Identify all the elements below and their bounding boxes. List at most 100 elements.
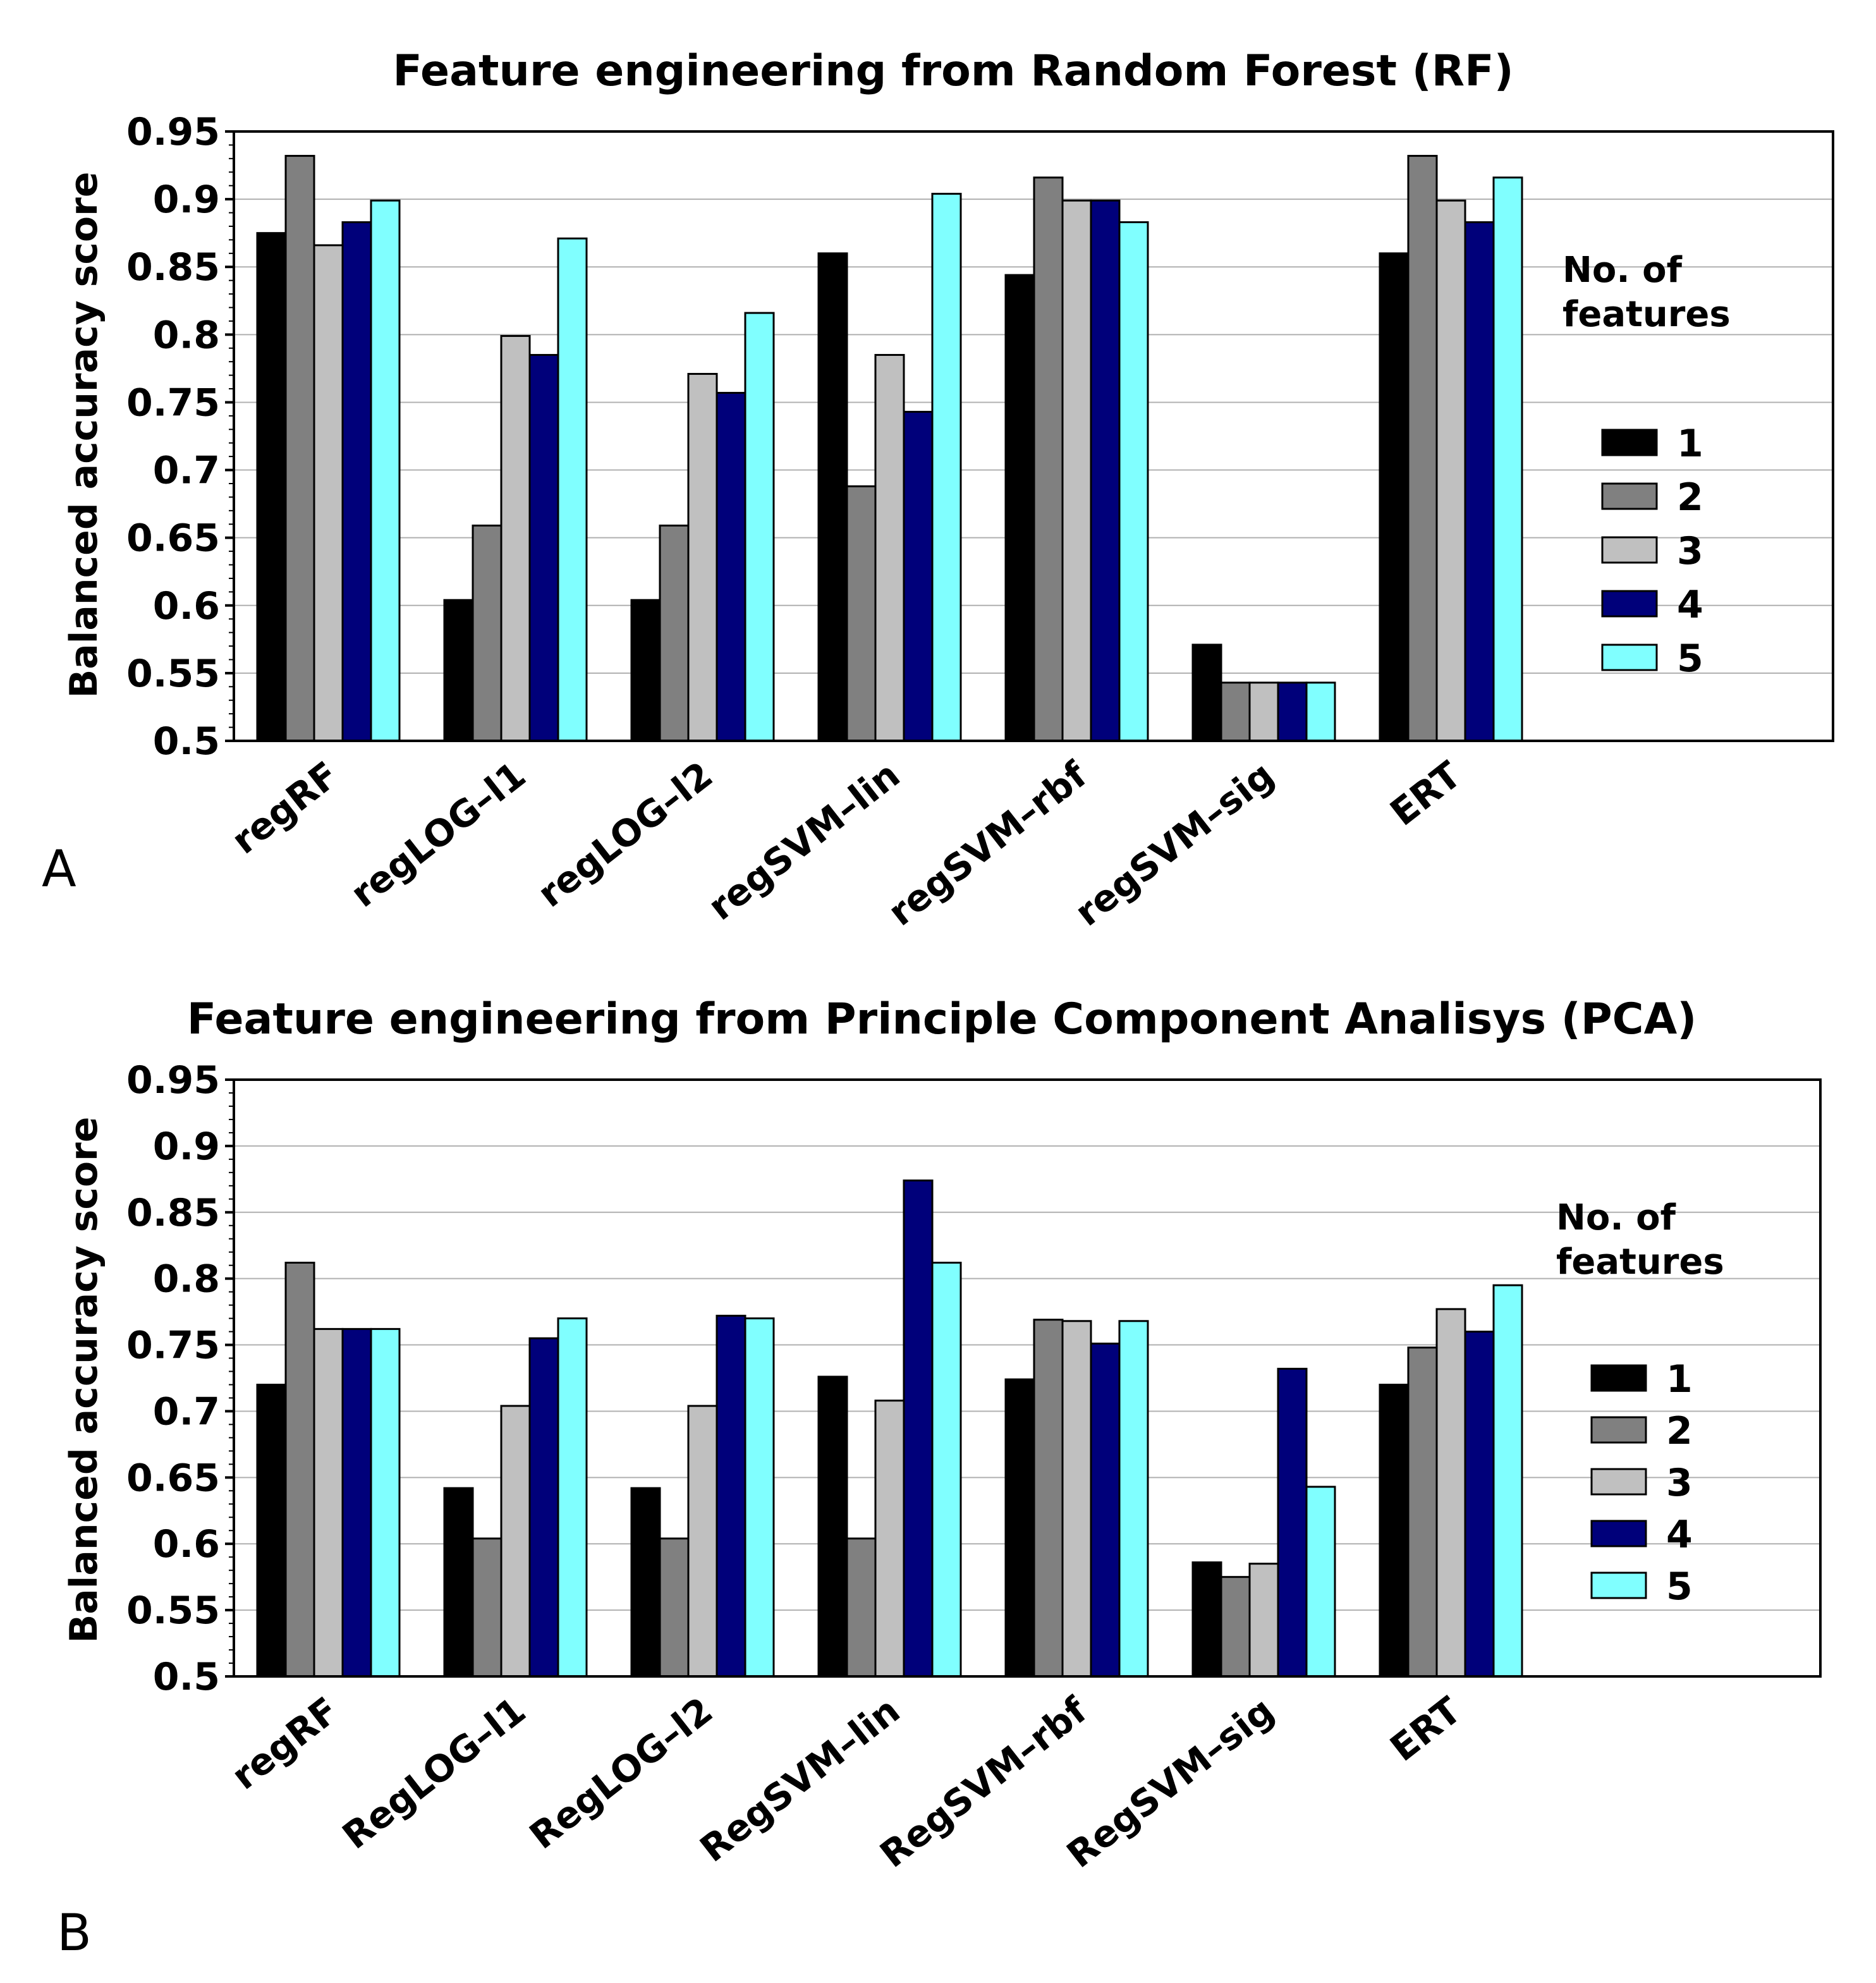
bar (1191, 644, 1222, 742)
bar (744, 312, 775, 742)
bar (472, 524, 502, 742)
bar (903, 410, 934, 742)
bar (716, 1314, 746, 1678)
bar (1033, 1319, 1064, 1678)
y-tick-label: 0.7 (153, 1389, 220, 1434)
bar (846, 485, 877, 742)
bar (1407, 155, 1438, 742)
x-tick-label: regRF (224, 1688, 347, 1798)
bar (1464, 1331, 1495, 1678)
bar (1220, 1576, 1251, 1678)
bar (1435, 1308, 1466, 1678)
y-tick-label: 0.6 (153, 1522, 220, 1566)
legend-swatch (1590, 1468, 1647, 1496)
y-tick-label: 0.9 (153, 178, 220, 222)
plot-area (233, 1078, 1822, 1678)
legend-title: features (1556, 1242, 1724, 1283)
bar (370, 199, 401, 742)
bar (630, 599, 661, 742)
y-tick-label: 0.65 (126, 516, 220, 561)
y-tick-label: 0.75 (126, 1324, 220, 1368)
y-tick-label: 0.5 (153, 719, 220, 764)
bar (443, 1487, 474, 1678)
y-tick-label: 0.6 (153, 584, 220, 628)
bar (1277, 1367, 1308, 1678)
bar (1118, 1320, 1149, 1678)
bar (1004, 274, 1035, 742)
legend-label: 1 (1677, 422, 1703, 466)
x-tick-label: regLOG–l2 (530, 753, 721, 915)
bar (1061, 199, 1092, 742)
x-tick-label: regRF (224, 753, 347, 862)
bar (256, 1383, 287, 1678)
bar (1464, 221, 1495, 742)
bar (1277, 681, 1308, 742)
y-tick-label: 0.8 (153, 1257, 220, 1302)
bar (1004, 1378, 1035, 1678)
y-axis-label: Balanced accuracy score (62, 172, 106, 699)
panel-label: B (57, 1903, 92, 1962)
y-tick-label: 0.85 (126, 1191, 220, 1235)
legend-swatch (1601, 590, 1658, 618)
chart-title: Feature engineering from Principle Compo… (187, 994, 1697, 1044)
legend-swatch (1601, 482, 1658, 510)
bar (528, 353, 559, 742)
legend-label: 3 (1677, 529, 1703, 573)
bar (1492, 176, 1523, 742)
bar (630, 1487, 661, 1678)
legend-swatch (1590, 1520, 1647, 1547)
plot-area (233, 130, 1834, 742)
bar (1248, 681, 1279, 742)
legend-label: 2 (1677, 475, 1703, 520)
bar (903, 1179, 934, 1678)
bar (256, 232, 287, 742)
y-axis-label: Balanced accuracy score (62, 1117, 106, 1644)
bar (443, 599, 474, 742)
x-tick-label: RegSVM–rbf (872, 1688, 1095, 1876)
y-tick-label: 0.7 (153, 449, 220, 493)
legend-swatch (1601, 644, 1658, 671)
legend-title: features (1562, 294, 1731, 335)
y-tick-label: 0.8 (153, 313, 220, 357)
x-tick-label: RegSVM–sig (1059, 1688, 1282, 1876)
legend-label: 5 (1677, 637, 1703, 681)
bar (370, 1327, 401, 1678)
bar (931, 1261, 962, 1678)
bar (284, 155, 315, 742)
bar (817, 252, 848, 742)
bar (846, 1537, 877, 1678)
bar (659, 1537, 690, 1678)
bar (1090, 1342, 1121, 1678)
legend-swatch (1590, 1364, 1647, 1392)
bar (1435, 199, 1466, 742)
x-tick-label: regSVM–sig (1067, 753, 1282, 934)
bar (1407, 1346, 1438, 1678)
bar (341, 221, 372, 742)
legend-label: 3 (1666, 1461, 1693, 1505)
bar (1033, 176, 1064, 742)
bar (500, 334, 531, 742)
bar (687, 1405, 718, 1678)
bar (1305, 681, 1336, 742)
bar (557, 1317, 588, 1678)
y-tick-label: 0.75 (126, 381, 220, 425)
x-tick-label: regSVM–lin (700, 753, 908, 929)
y-tick-label: 0.85 (126, 245, 220, 290)
bar (931, 193, 962, 742)
bar (874, 1400, 905, 1678)
y-tick-label: 0.95 (126, 1058, 220, 1102)
x-tick-label: RegLOG–l2 (521, 1688, 721, 1857)
bar (659, 524, 690, 742)
legend-label: 5 (1666, 1565, 1693, 1609)
bar (1220, 681, 1251, 742)
panel-label: A (42, 839, 76, 898)
bar (1061, 1320, 1092, 1678)
legend-label: 2 (1666, 1409, 1693, 1453)
legend-swatch (1601, 536, 1658, 564)
legend-swatch (1590, 1571, 1647, 1599)
legend-title: No. of (1556, 1197, 1676, 1238)
bar (284, 1261, 315, 1678)
bar (1090, 199, 1121, 742)
legend-title: No. of (1562, 250, 1683, 291)
